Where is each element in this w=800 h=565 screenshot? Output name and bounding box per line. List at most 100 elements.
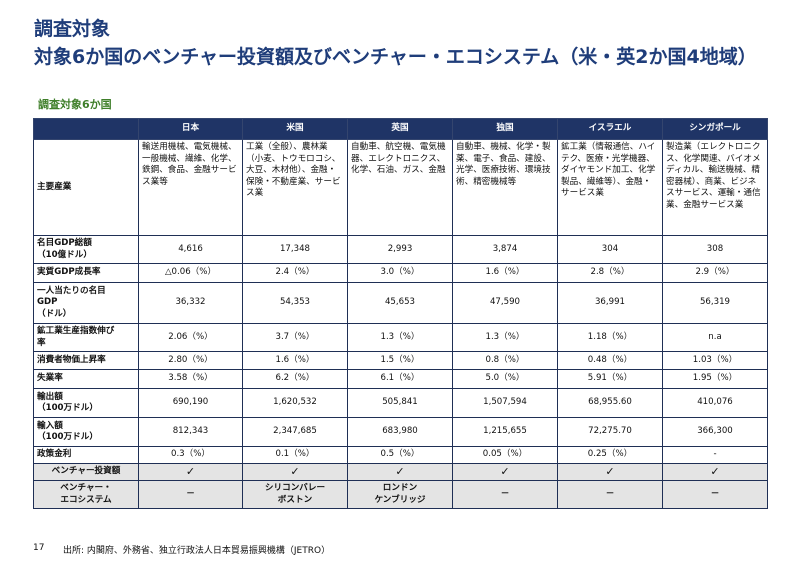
label-line: 輸出額 xyxy=(37,391,63,402)
table-row: 政策金利 0.3（%） 0.1（%） 0.5（%） 0.05（%） 0.25（%… xyxy=(33,446,768,464)
cell: 72,275.70 xyxy=(557,417,663,447)
cell: 2.8（%） xyxy=(557,263,663,283)
cell: - xyxy=(662,446,768,464)
row-label-policy-rate: 政策金利 xyxy=(33,446,139,464)
table-row: 失業率 3.58（%） 6.2（%） 6.1（%） 5.0（%） 5.91（%）… xyxy=(33,369,768,389)
table-row: 鉱工業生産指数伸び率 2.06（%） 3.7（%） 1.3（%） 1.3（%） … xyxy=(33,323,768,352)
table-row: ベンチャー・ エコシステム － シリコンバレー ボストン ロンドン ケンブリッジ － … xyxy=(33,480,768,509)
check-icon: ✓ xyxy=(347,463,453,481)
cell: 1.6（%） xyxy=(452,263,558,283)
page-title: 調査対象 xyxy=(34,18,111,40)
label-line: 率 xyxy=(37,337,46,348)
ecosystem-value: ボストン xyxy=(277,494,313,505)
label-line: （100万ドル） xyxy=(37,403,98,413)
label-line: 輸入額 xyxy=(37,420,63,431)
table-row: 輸出額 （100万ドル） 690,190 1,620,532 505,841 1,… xyxy=(33,388,768,418)
row-label-cpi: 消費者物価上昇率 xyxy=(33,351,139,370)
row-label-ecosystem: ベンチャー・ エコシステム xyxy=(33,480,139,509)
cell: ロンドン ケンブリッジ xyxy=(347,480,453,509)
cell: 45,653 xyxy=(347,282,453,324)
cell: － xyxy=(452,480,558,509)
cell: 410,076 xyxy=(662,388,768,418)
cell: 1.3（%） xyxy=(452,323,558,352)
cell: 0.05（%） xyxy=(452,446,558,464)
source-note: 出所: 内閣府、外務省、独立行政法人日本貿易振興機構（JETRO） xyxy=(63,546,331,556)
cell: 304 xyxy=(557,235,663,264)
label-line: 一人当たりの名目 xyxy=(37,285,106,296)
row-label-gdp: 名目GDP総額 （10億ドル） xyxy=(33,235,139,264)
cell: 0.48（%） xyxy=(557,351,663,370)
cell: 36,332 xyxy=(138,282,243,324)
page-number: 17 xyxy=(33,543,45,553)
ecosystem-value: － xyxy=(605,488,615,499)
cell: 36,991 xyxy=(557,282,663,324)
cell: 17,348 xyxy=(242,235,348,264)
cell: 1.18（%） xyxy=(557,323,663,352)
label-line: エコシステム xyxy=(60,494,112,505)
cell: 鉱工業（情報通信、ハイテク、医療・光学機器、ダイヤモンド加工、化学製品、繊維等）… xyxy=(557,139,663,236)
cell: 2.9（%） xyxy=(662,263,768,283)
cell: 683,980 xyxy=(347,417,453,447)
label-line: 名目GDP総額 xyxy=(37,238,92,248)
header-singapore: シンガポール xyxy=(662,118,768,140)
cell: 輸送用機械、電気機械、一般機械、繊維、化学、鉄鋼、食品、金融サービス業等 xyxy=(138,139,243,236)
cell: 1.6（%） xyxy=(242,351,348,370)
cell: 505,841 xyxy=(347,388,453,418)
ecosystem-value: － xyxy=(186,488,195,499)
cell: 1.95（%） xyxy=(662,369,768,389)
cell: 1.3（%） xyxy=(347,323,453,352)
cell: 1,620,532 xyxy=(242,388,348,418)
cell: 0.5（%） xyxy=(347,446,453,464)
cell: 自動車、機械、化学・製薬、電子、食品、建設、光学、医療技術、環境技術、精密機械等 xyxy=(452,139,558,236)
check-icon: ✓ xyxy=(138,463,243,481)
label-line: （10億ドル） xyxy=(37,249,92,260)
cell: 812,343 xyxy=(138,417,243,447)
cell: 47,590 xyxy=(452,282,558,324)
cell: 工業（全般）、農林業（小麦、トウモロコシ、大豆、木材他）、金融・保険・不動産業、… xyxy=(242,139,348,236)
comparison-table: 日本 米国 英国 独国 イスラエル シンガポール 主要産業 輸送用機械、電気機械… xyxy=(33,118,768,509)
check-icon: ✓ xyxy=(662,463,768,481)
cell: 2,993 xyxy=(347,235,453,264)
table-row: 主要産業 輸送用機械、電気機械、一般機械、繊維、化学、鉄鋼、食品、金融サービス業… xyxy=(33,139,768,236)
cell: 0.25（%） xyxy=(557,446,663,464)
cell: 3.0（%） xyxy=(347,263,453,283)
cell: 54,353 xyxy=(242,282,348,324)
cell: 0.8（%） xyxy=(452,351,558,370)
cell: 1,507,594 xyxy=(452,388,558,418)
cell: 0.3（%） xyxy=(138,446,243,464)
header-germany: 独国 xyxy=(452,118,558,140)
row-label-imports: 輸入額 （100万ドル） xyxy=(33,417,139,447)
cell: 2,347,685 xyxy=(242,417,348,447)
cell: 56,319 xyxy=(662,282,768,324)
cell: 2.80（%） xyxy=(138,351,243,370)
cell: 4,616 xyxy=(138,235,243,264)
cell: 6.2（%） xyxy=(242,369,348,389)
table-row: ベンチャー投資額 ✓ ✓ ✓ ✓ ✓ ✓ xyxy=(33,463,768,481)
page-subtitle: 対象6か国のベンチャー投資額及びベンチャー・エコシステム（米・英2か国4地域） xyxy=(34,46,757,68)
cell: 製造業（エレクトロニクス、化学関連、バイオメディカル、輸送機械、精密器械）、商業… xyxy=(662,139,768,236)
table-row: 一人当たりの名目 GDP （ドル） 36,332 54,353 45,653 47,… xyxy=(33,282,768,324)
row-label-exports: 輸出額 （100万ドル） xyxy=(33,388,139,418)
row-label-unemployment: 失業率 xyxy=(33,369,139,389)
cell: － xyxy=(662,480,768,509)
cell: － xyxy=(557,480,663,509)
table-row: 名目GDP総額 （10億ドル） 4,616 17,348 2,993 3,874 … xyxy=(33,235,768,264)
check-icon: ✓ xyxy=(242,463,348,481)
header-uk: 英国 xyxy=(347,118,453,140)
header-usa: 米国 xyxy=(242,118,348,140)
header-israel: イスラエル xyxy=(557,118,663,140)
table-row: 実質GDP成長率 △0.06（%） 2.4（%） 3.0（%） 1.6（%） 2… xyxy=(33,263,768,283)
label-line: ベンチャー・ xyxy=(60,483,112,493)
cell: 0.1（%） xyxy=(242,446,348,464)
cell: 308 xyxy=(662,235,768,264)
check-icon: ✓ xyxy=(557,463,663,481)
cell: 68,955.60 xyxy=(557,388,663,418)
ecosystem-value: － xyxy=(710,488,720,499)
cell: 3.58（%） xyxy=(138,369,243,389)
cell: 1.03（%） xyxy=(662,351,768,370)
cell: 5.91（%） xyxy=(557,369,663,389)
table-row: 消費者物価上昇率 2.80（%） 1.6（%） 1.5（%） 0.8（%） 0.… xyxy=(33,351,768,370)
ecosystem-value: － xyxy=(500,488,510,499)
row-label-per-capita: 一人当たりの名目 GDP （ドル） xyxy=(33,282,139,324)
label-line: GDP xyxy=(37,297,58,308)
